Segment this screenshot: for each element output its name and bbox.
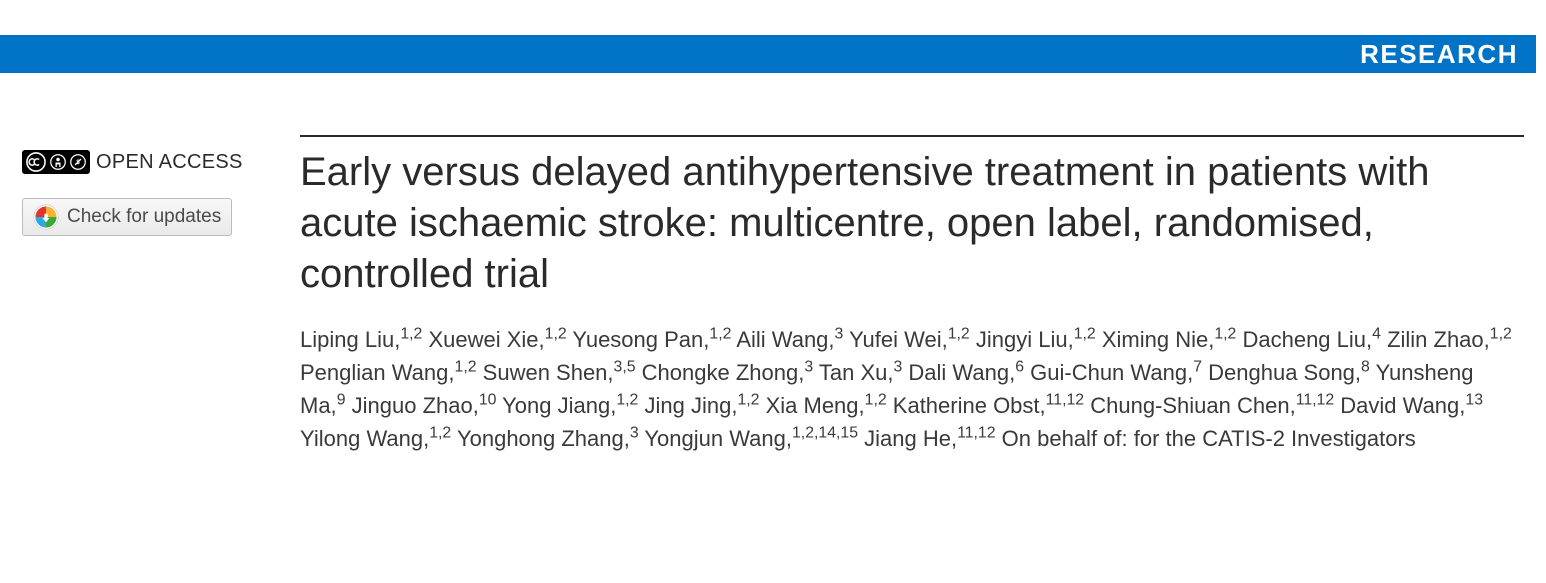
open-access-label: OPEN ACCESS — [96, 151, 243, 174]
article-header: Early versus delayed antihypertensive tr… — [300, 135, 1524, 455]
author-affiliation: 1,2 — [1490, 325, 1512, 342]
author-affiliation: 1,2 — [865, 391, 887, 408]
title-rule — [300, 135, 1524, 137]
author-affiliation: 1,2 — [948, 325, 970, 342]
author-affiliation: 1,2 — [455, 358, 477, 375]
author-affiliation: 11,12 — [1046, 391, 1084, 408]
author-affiliation: 11,12 — [1296, 391, 1334, 408]
author-affiliation: 13 — [1465, 391, 1483, 408]
author-affiliation: 3 — [804, 358, 813, 375]
author-affiliation: 3 — [630, 424, 639, 441]
section-banner: RESEARCH — [0, 35, 1536, 73]
author-affiliation: 1,2 — [1074, 325, 1096, 342]
author-affiliation: 4 — [1372, 325, 1381, 342]
author-affiliation: 1,2 — [616, 391, 638, 408]
author-affiliation: 11,12 — [957, 424, 995, 441]
author-affiliation: 1,2 — [1214, 325, 1236, 342]
author-affiliation: 6 — [1015, 358, 1024, 375]
author-affiliation: 1,2 — [545, 325, 567, 342]
open-access-badge: $ OPEN ACCESS — [22, 150, 282, 174]
author-affiliation: 3,5 — [614, 358, 636, 375]
author-affiliation: 1,2 — [709, 325, 731, 342]
author-affiliation: 3 — [893, 358, 902, 375]
author-affiliation: 1,2,14,15 — [792, 424, 858, 441]
author-affiliation: 7 — [1193, 358, 1202, 375]
check-updates-button[interactable]: Check for updates — [22, 198, 232, 236]
author-affiliation: 3 — [835, 325, 844, 342]
author-affiliation: 9 — [337, 391, 346, 408]
author-affiliation: 8 — [1361, 358, 1370, 375]
cc-license-icon: $ — [22, 150, 90, 174]
author-affiliation: 1,2 — [400, 325, 422, 342]
article-title: Early versus delayed antihypertensive tr… — [300, 147, 1524, 301]
crossmark-icon — [33, 204, 59, 230]
check-updates-label: Check for updates — [67, 206, 221, 228]
author-list: Liping Liu,1,2 Xuewei Xie,1,2 Yuesong Pa… — [300, 323, 1524, 455]
author-affiliation: 1,2 — [429, 424, 451, 441]
section-label: RESEARCH — [1360, 39, 1518, 70]
author-affiliation: 10 — [479, 391, 497, 408]
left-sidebar: $ OPEN ACCESS Check for updates — [22, 150, 282, 236]
author-affiliation: 1,2 — [737, 391, 759, 408]
